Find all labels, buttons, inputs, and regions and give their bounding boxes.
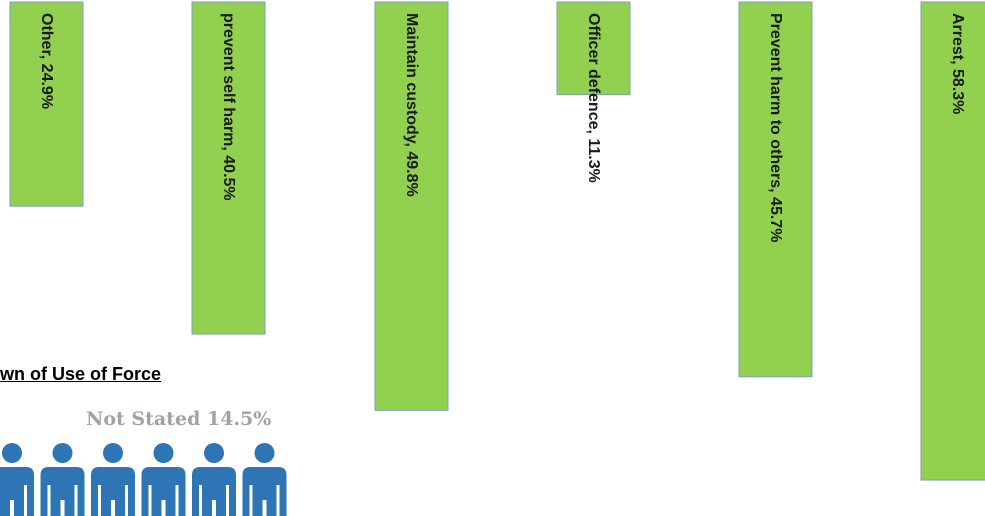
bar-maintain-custody — [374, 1, 449, 411]
bar-other — [9, 1, 84, 207]
bar-label-prevent-self-harm: prevent self harm, 40.5% — [220, 13, 237, 201]
people-icons — [0, 443, 287, 516]
bar-label-officer-defence: Officer defence, 11.3% — [585, 13, 602, 183]
section-title: wn of Use of Force — [0, 364, 162, 384]
person-icon — [242, 443, 287, 516]
person-icon — [141, 443, 186, 516]
not-stated-label: Not Stated 14.5% — [86, 408, 272, 430]
person-icon — [40, 443, 85, 516]
bar-prevent-harm-to-others — [738, 1, 813, 378]
bar-arrest — [920, 1, 985, 481]
bar-label-prevent-harm-to-others: Prevent harm to others, 45.7% — [767, 13, 784, 242]
person-icon — [0, 443, 34, 516]
bar-label-maintain-custody: Maintain custody, 49.8% — [403, 13, 420, 197]
bar-officer-defence — [556, 1, 631, 96]
bar-prevent-self-harm — [191, 1, 266, 335]
bar-label-other: Other, 24.9% — [38, 13, 55, 109]
bar-label-arrest: Arrest, 58.3% — [949, 13, 966, 114]
person-icon — [192, 443, 236, 516]
person-icon — [91, 443, 135, 516]
